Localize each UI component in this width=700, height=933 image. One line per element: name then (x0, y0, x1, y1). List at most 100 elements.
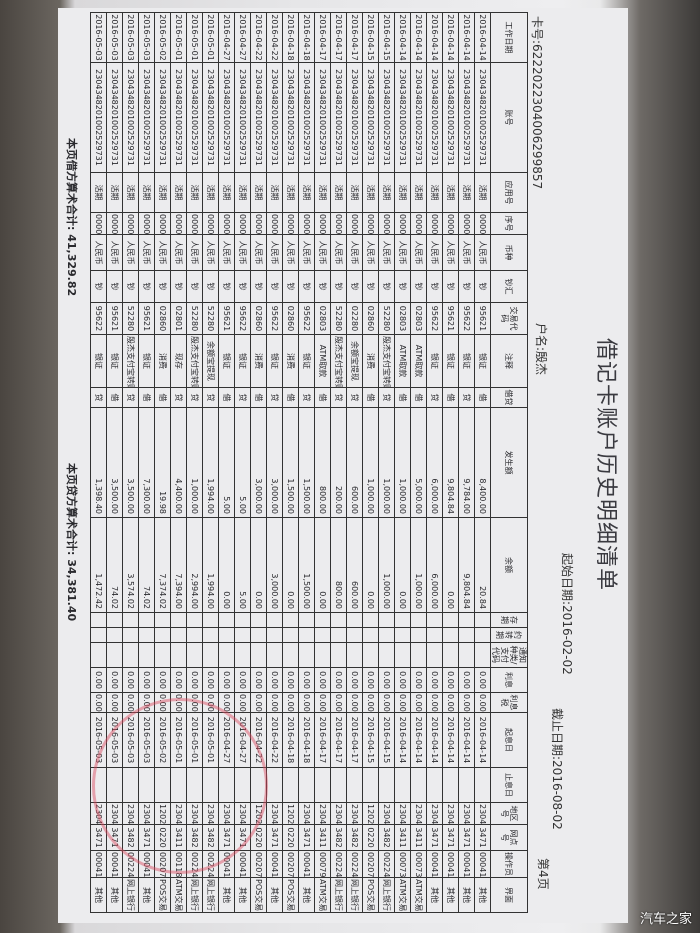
table-cell: 0.00 (394, 517, 411, 613)
table-cell: 2304348201002529731 (154, 62, 171, 173)
table-cell (282, 767, 299, 803)
table-cell: 人民币 (106, 234, 123, 271)
table-cell: 3,574.02 (122, 517, 139, 613)
table-cell: 7,300.00 (138, 407, 155, 518)
table-cell: 52280 (122, 302, 139, 335)
table-cell: 19.98 (154, 407, 171, 518)
table-cell: 2304348201002529731 (410, 62, 427, 173)
table-cell: 人民币 (410, 234, 427, 271)
table-row: 2016-04-17 2304348201002529731 活期 00000 人民币钞… (346, 12, 363, 913)
table-cell (202, 612, 219, 628)
table-cell (474, 612, 491, 628)
table-cell: 3471 (426, 824, 443, 851)
column-header: 约转期 (490, 627, 528, 643)
table-cell: 2016-04-14 (474, 712, 491, 768)
table-cell (474, 642, 491, 668)
table-cell: 2016-04-14 (458, 712, 475, 768)
table-cell: 0.00 (138, 667, 155, 693)
table-cell: 现存 (170, 334, 187, 388)
table-cell: 借 (154, 387, 171, 408)
table-cell (250, 627, 267, 643)
table-cell: ATM取款 (394, 334, 411, 388)
table-cell: 人民币 (378, 234, 395, 271)
table-cell: 0.00 (250, 667, 267, 693)
table-cell: 0.00 (282, 692, 299, 713)
table-cell: 2016-05-03 (90, 12, 107, 63)
column-header: 工作日期 (490, 12, 528, 63)
table-cell (314, 767, 331, 803)
table-cell: 银证 (138, 334, 155, 388)
table-cell (394, 612, 411, 628)
column-header: 账号 (490, 62, 528, 173)
table-cell: 0.00 (410, 667, 427, 693)
table-cell: 2016-04-14 (410, 712, 427, 768)
table-cell: 钞 (362, 270, 379, 303)
table-cell (346, 642, 363, 668)
table-cell: 00000 (250, 212, 267, 235)
table-cell: 2016-04-14 (442, 712, 459, 768)
table-cell: 7,394.00 (170, 517, 187, 613)
table-cell: 00000 (330, 212, 347, 235)
table-cell: 00041 (298, 850, 315, 878)
table-cell: 其他 (234, 877, 251, 913)
table-cell: 2304348201002529731 (138, 62, 155, 173)
table-cell: 钞 (90, 270, 107, 303)
table-cell: 0.00 (330, 692, 347, 713)
table-cell: 1,000.00 (378, 517, 395, 613)
table-cell: 0.00 (442, 517, 459, 613)
column-header: 发生额 (490, 407, 528, 518)
table-cell: 银证 (234, 334, 251, 388)
account-name: 户名:殷杰 (534, 323, 548, 376)
table-cell (314, 612, 331, 628)
table-cell: 2304 (298, 802, 315, 825)
table-cell: 其他 (442, 877, 459, 913)
table-cell: 活期 (90, 172, 107, 213)
table-cell: 2016-04-18 (298, 712, 315, 768)
table-cell: 其他 (218, 877, 235, 913)
table-cell: 95622 (298, 302, 315, 335)
table-cell (154, 642, 171, 668)
table-cell: 人民币 (202, 234, 219, 271)
table-cell: 2304348201002529731 (234, 62, 251, 173)
table-cell (394, 627, 411, 643)
table-cell: 贷 (90, 387, 107, 408)
table-cell: 02860 (282, 302, 299, 335)
table-cell: 2304 (378, 802, 395, 825)
table-cell: 贷 (122, 387, 139, 408)
table-cell: 银证 (90, 334, 107, 388)
table-cell: 1,994.00 (202, 407, 219, 518)
table-cell: 钞 (314, 270, 331, 303)
table-cell: 0.00 (170, 667, 187, 693)
table-cell: 钞 (250, 270, 267, 303)
table-cell: 00000 (138, 212, 155, 235)
table-cell (282, 612, 299, 628)
table-row: 2016-04-15 2304348201002529731 活期 00000 人民币钞… (378, 12, 395, 913)
table-row: 2016-04-14 2304348201002529731 活期 00000 人民币钞… (426, 12, 443, 913)
table-cell: 3411 (394, 824, 411, 851)
table-cell (234, 612, 251, 628)
table-cell (458, 627, 475, 643)
table-cell: 2304348201002529731 (378, 62, 395, 173)
table-cell: 9,804.84 (458, 517, 475, 613)
table-cell: 00000 (426, 212, 443, 235)
table-cell: 钞 (106, 270, 123, 303)
table-cell: 余额宝提现 (346, 334, 363, 388)
table-cell (122, 627, 139, 643)
table-cell: 2304 (330, 802, 347, 825)
table-cell (298, 612, 315, 628)
table-cell: 贷 (346, 387, 363, 408)
table-cell (346, 612, 363, 628)
table-cell: 600.00 (346, 407, 363, 518)
table-cell: 00224 (346, 850, 363, 878)
table-cell: 00000 (442, 212, 459, 235)
table-cell: 钞 (442, 270, 459, 303)
table-cell: 0.00 (90, 667, 107, 693)
table-cell: 1,500.00 (298, 407, 315, 518)
table-cell: 2016-04-22 (266, 12, 283, 63)
table-cell: 活期 (202, 172, 219, 213)
table-cell: 其他 (106, 877, 123, 913)
table-cell: 52280 (330, 302, 347, 335)
table-cell (138, 627, 155, 643)
table-cell: 1,500.00 (298, 517, 315, 613)
table-cell: 00000 (122, 212, 139, 235)
